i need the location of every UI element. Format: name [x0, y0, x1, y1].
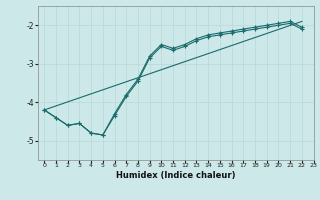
X-axis label: Humidex (Indice chaleur): Humidex (Indice chaleur) [116, 171, 236, 180]
